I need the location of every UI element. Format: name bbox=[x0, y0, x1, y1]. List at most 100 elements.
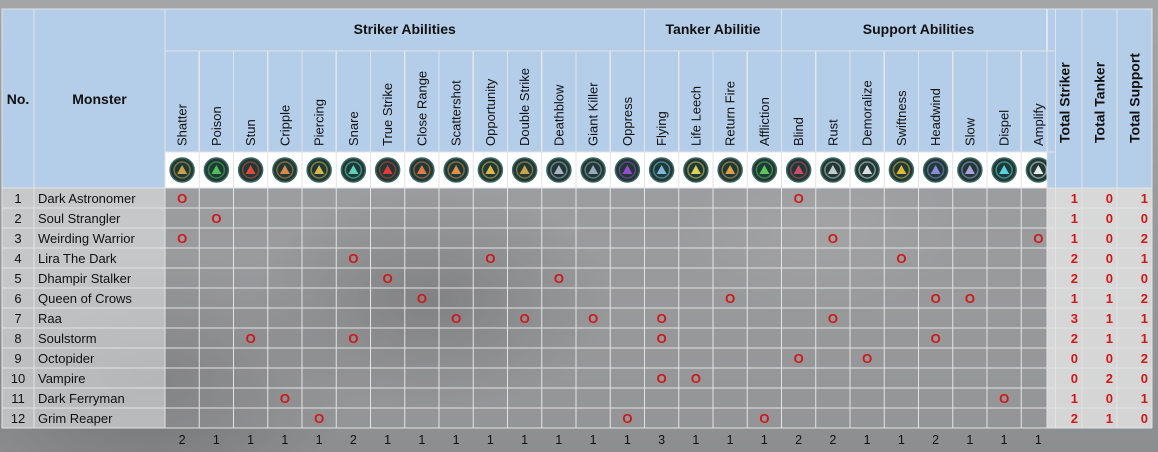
row-number: 12 bbox=[11, 411, 25, 426]
ability-label: Oppress bbox=[620, 96, 635, 146]
column-count: 1 bbox=[624, 433, 631, 447]
ability-header-scattershot bbox=[438, 50, 474, 153]
ability-header-deathblow bbox=[541, 50, 577, 153]
ability-label: Headwind bbox=[928, 88, 943, 146]
row-total: 2 bbox=[1141, 351, 1148, 366]
monster-name: Weirding Warrior bbox=[38, 231, 135, 246]
life-leech-icon bbox=[683, 157, 709, 183]
row-total: 1 bbox=[1141, 311, 1148, 326]
ability-mark: O bbox=[931, 291, 941, 306]
row-total: 0 bbox=[1106, 251, 1113, 266]
row-total: 1 bbox=[1141, 191, 1148, 206]
row-number: 10 bbox=[11, 371, 25, 386]
ability-mark: O bbox=[280, 391, 290, 406]
ability-header-giant-killer bbox=[575, 50, 611, 153]
ability-mark: O bbox=[383, 271, 393, 286]
ability-mark: O bbox=[862, 351, 872, 366]
ability-label: Dispel bbox=[997, 110, 1012, 146]
row-total: 1 bbox=[1141, 251, 1148, 266]
row-total: 2 bbox=[1071, 271, 1078, 286]
column-count: 1 bbox=[213, 433, 220, 447]
ability-mark: O bbox=[177, 231, 187, 246]
total-header-label: Total Support bbox=[1127, 53, 1143, 143]
column-count: 1 bbox=[1035, 433, 1042, 447]
ability-mark: O bbox=[588, 311, 598, 326]
ability-mark: O bbox=[622, 411, 632, 426]
ability-mark: O bbox=[931, 331, 941, 346]
row-total: 1 bbox=[1071, 231, 1078, 246]
ability-mark: O bbox=[794, 351, 804, 366]
giant-killer-icon bbox=[580, 157, 606, 183]
ability-mark: O bbox=[657, 371, 667, 386]
ability-mark: O bbox=[314, 411, 324, 426]
row-total: 0 bbox=[1106, 351, 1113, 366]
ability-mark: O bbox=[348, 251, 358, 266]
section-header-striker bbox=[164, 8, 645, 52]
row-number: 11 bbox=[11, 391, 25, 406]
row-total: 1 bbox=[1106, 411, 1113, 426]
row-total: 1 bbox=[1071, 191, 1078, 206]
row-number: 8 bbox=[14, 331, 21, 346]
ability-label: Affliction bbox=[757, 97, 772, 146]
row-total: 0 bbox=[1106, 211, 1113, 226]
ability-label: Blind bbox=[791, 117, 806, 146]
table-row bbox=[2, 408, 1152, 428]
double-strike-icon bbox=[511, 157, 538, 183]
ability-label: Cripple bbox=[277, 105, 292, 146]
column-count: 1 bbox=[281, 433, 288, 447]
stun-icon bbox=[237, 157, 264, 183]
monster-header: Monster bbox=[72, 91, 127, 107]
row-number: 1 bbox=[14, 191, 21, 206]
monster-name: Soul Strangler bbox=[38, 211, 121, 226]
ability-header-double-strike bbox=[507, 50, 543, 153]
ability-label: Flying bbox=[654, 111, 669, 146]
table-row bbox=[2, 368, 1152, 388]
ability-header-demoralize bbox=[849, 50, 885, 153]
swiftness-icon bbox=[888, 157, 915, 183]
table-row bbox=[2, 268, 1152, 288]
row-number: 3 bbox=[14, 231, 21, 246]
ability-label: Snare bbox=[346, 111, 361, 146]
ability-label: Poison bbox=[209, 106, 224, 146]
row-total: 1 bbox=[1071, 291, 1078, 306]
row-total: 2 bbox=[1141, 291, 1148, 306]
table-row bbox=[2, 248, 1152, 268]
monster-name: Raa bbox=[38, 311, 63, 326]
monster-name: Octopider bbox=[38, 351, 95, 366]
total-header-1 bbox=[1046, 8, 1083, 189]
table-row bbox=[2, 328, 1152, 348]
ability-mark: O bbox=[794, 191, 804, 206]
row-total: 0 bbox=[1071, 371, 1078, 386]
row-total: 0 bbox=[1106, 271, 1113, 286]
poison-icon bbox=[203, 157, 230, 183]
ability-label: Piercing bbox=[312, 99, 327, 146]
return-fire-icon bbox=[717, 157, 743, 183]
scattershot-icon bbox=[443, 157, 469, 183]
ability-mark: O bbox=[554, 271, 564, 286]
column-count: 1 bbox=[1001, 433, 1008, 447]
ability-mark: O bbox=[999, 391, 1009, 406]
row-total: 0 bbox=[1141, 211, 1148, 226]
ability-header-opportunity bbox=[472, 50, 508, 153]
row-total: 0 bbox=[1071, 351, 1078, 366]
ability-header-blind bbox=[781, 50, 817, 153]
ability-label: Stun bbox=[243, 119, 258, 146]
ability-header-return-fire bbox=[712, 50, 748, 153]
row-total: 0 bbox=[1106, 391, 1113, 406]
demoralize-icon bbox=[854, 157, 880, 183]
ability-label: Scattershot bbox=[449, 80, 464, 146]
table-row bbox=[2, 228, 1152, 248]
ability-mark: O bbox=[520, 311, 530, 326]
row-total: 1 bbox=[1141, 331, 1148, 346]
row-total: 0 bbox=[1141, 411, 1148, 426]
ability-mark: O bbox=[246, 331, 256, 346]
column-count: 1 bbox=[692, 433, 699, 447]
column-count: 1 bbox=[761, 433, 768, 447]
table-row bbox=[2, 208, 1152, 228]
column-count: 1 bbox=[521, 433, 528, 447]
column-count: 2 bbox=[795, 433, 802, 447]
dispel-icon bbox=[991, 157, 1017, 183]
monster-name: Dark Ferryman bbox=[38, 391, 125, 406]
column-count: 1 bbox=[453, 433, 460, 447]
